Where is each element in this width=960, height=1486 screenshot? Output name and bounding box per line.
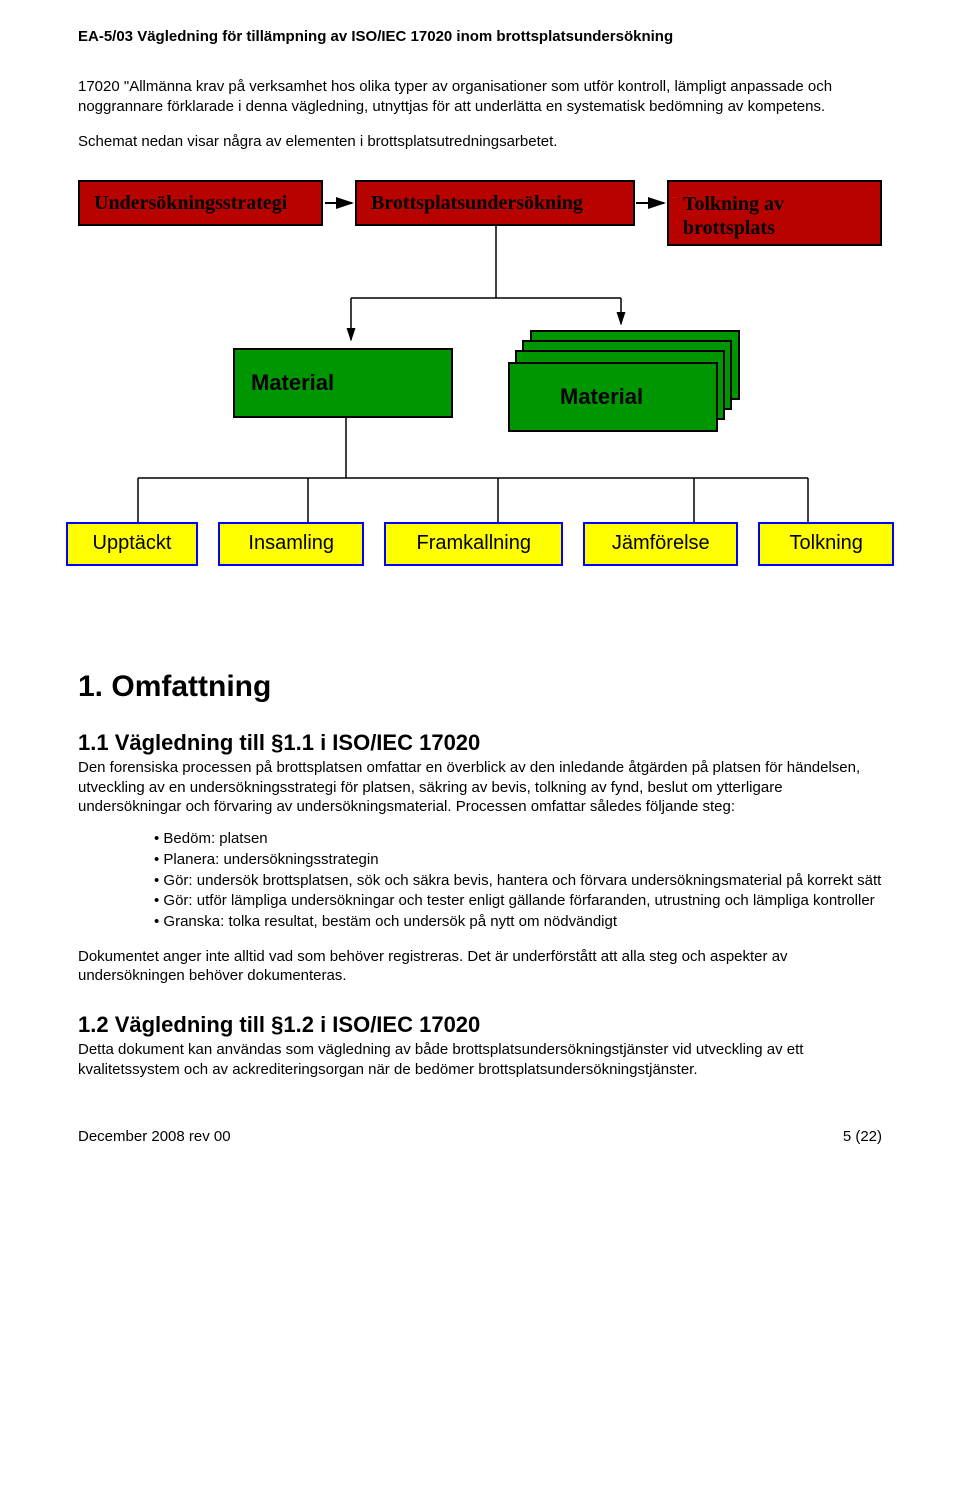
process-diagram: Undersökningsstrategi Brottsplatsundersö… [78,180,882,620]
box-framkallning: Framkallning [384,522,563,566]
bullet-item: Gör: undersök brottsplatsen, sök och säk… [154,871,882,892]
box-tolkning: Tolkning [758,522,894,566]
footer-left: December 2008 rev 00 [78,1128,231,1145]
page-footer: December 2008 rev 00 5 (22) [78,1128,882,1165]
box-material-stack: Material [508,330,740,436]
box-brottsplatsundersokning: Brottsplatsundersökning [355,180,635,226]
section-1-1-title: 1.1 Vägledning till §1.1 i ISO/IEC 17020 [78,730,882,756]
section-1-1-after: Dokumentet anger inte alltid vad som beh… [78,947,882,987]
bullet-item: Bedöm: platsen [154,829,882,850]
box-jamforelse: Jämförelse [583,522,738,566]
section-1-2-title: 1.2 Vägledning till §1.2 i ISO/IEC 17020 [78,1012,882,1038]
box-material-left: Material [233,348,453,418]
box-material-right: Material [508,362,718,432]
page-header: EA-5/03 Vägledning för tillämpning av IS… [78,28,882,45]
box-undersokningsstrategi: Undersökningsstrategi [78,180,323,226]
intro-paragraph-1: 17020 "Allmänna krav på verksamhet hos o… [78,77,882,118]
bullet-item: Planera: undersökningsstrategin [154,850,882,871]
section-1-1-body: Den forensiska processen på brottsplatse… [78,758,882,817]
intro-paragraph-2: Schemat nedan visar några av elementen i… [78,132,882,152]
footer-right: 5 (22) [843,1128,882,1145]
box-upptackt: Upptäckt [66,522,198,566]
bullet-item: Granska: tolka resultat, bestäm och unde… [154,912,882,933]
section-1-2-body: Detta dokument kan användas som vägledni… [78,1040,882,1080]
box-tolkning-av-brottsplats: Tolkning av brottsplats [667,180,882,246]
box-insamling: Insamling [218,522,364,566]
diagram-row-1: Undersökningsstrategi Brottsplatsundersö… [78,180,882,246]
diagram-row-3: Upptäckt Insamling Framkallning Jämförel… [66,522,894,566]
section-1-title: 1. Omfattning [78,670,882,704]
bullet-item: Gör: utför lämpliga undersökningar och t… [154,891,882,912]
bullet-list: Bedöm: platsen Planera: undersökningsstr… [154,829,882,932]
